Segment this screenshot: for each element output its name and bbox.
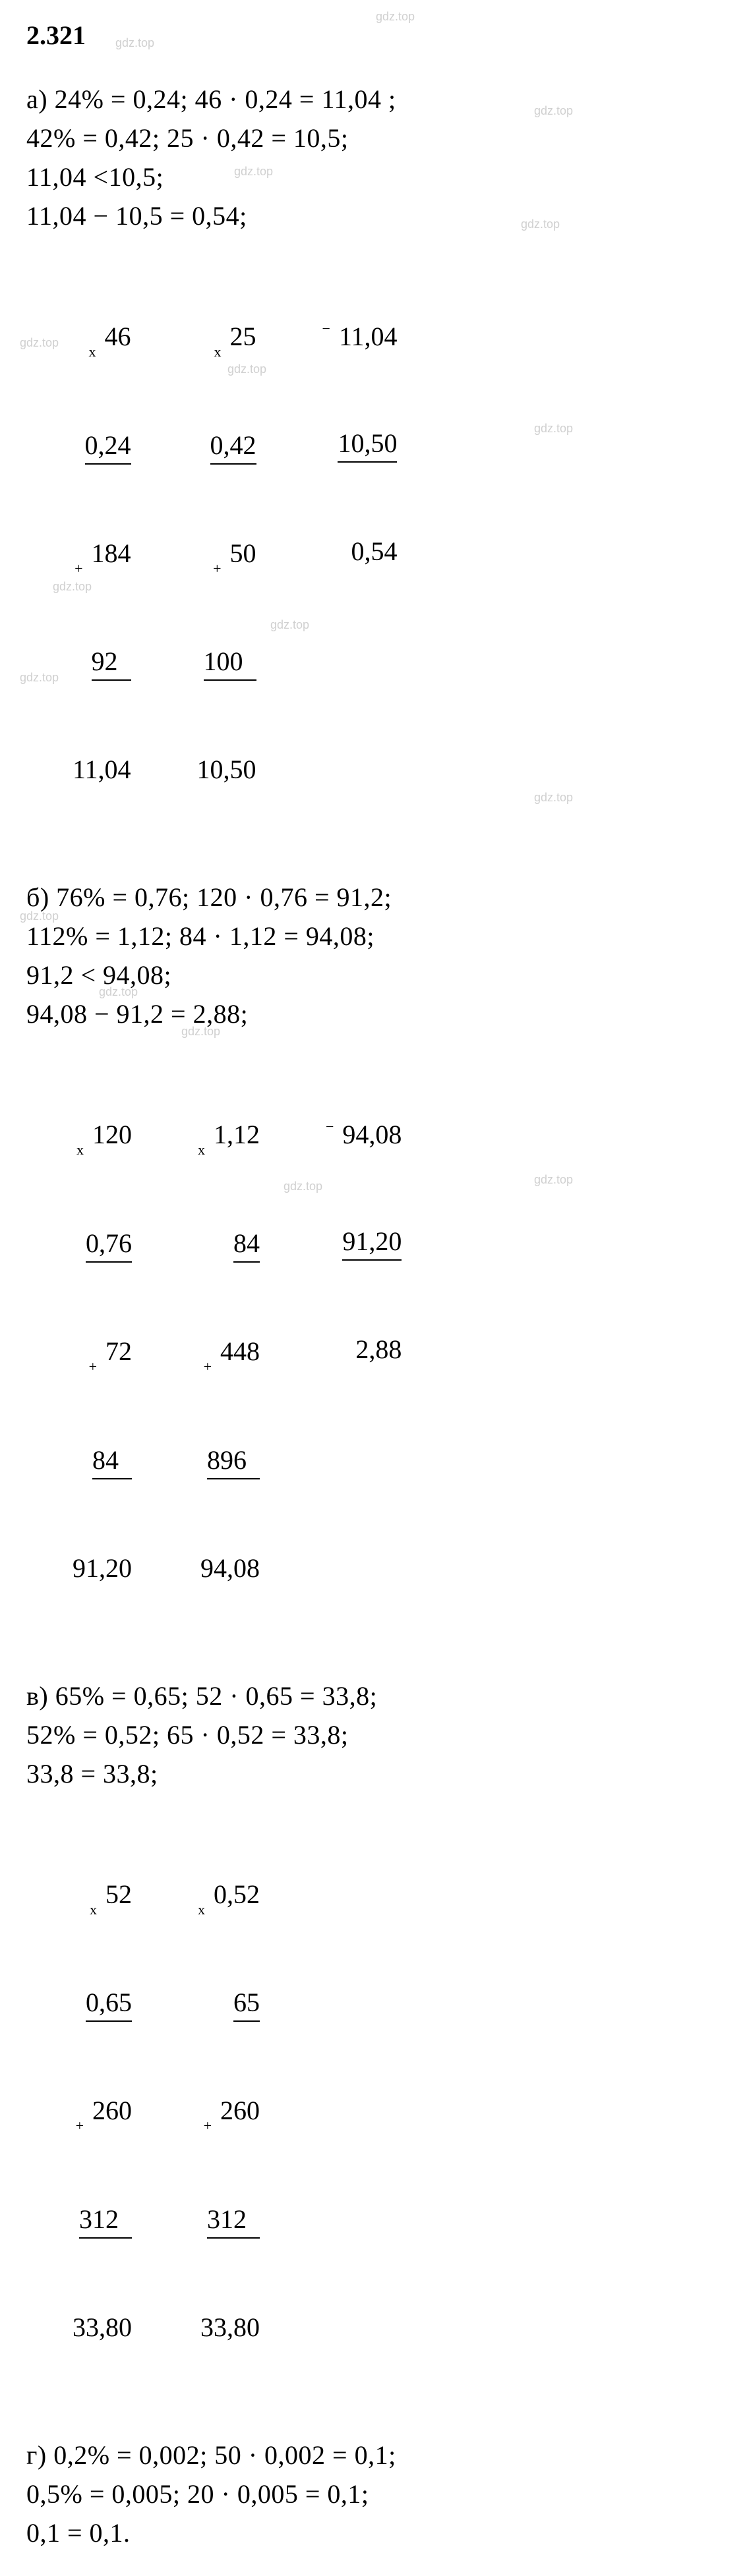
calc-val: 11,04	[339, 322, 398, 351]
calc-val: 0,52	[214, 1879, 260, 1909]
calc-val: 91,20	[342, 1224, 402, 1261]
calc-val: 10,50	[338, 426, 397, 463]
calc-val: 1,12	[214, 1120, 260, 1149]
calc-val: 260	[92, 2096, 132, 2125]
calc-val: 72	[105, 1336, 132, 1366]
calc-a-2: х 25 0,42 + 50 100 10,50	[197, 248, 256, 859]
calc-val: 312	[207, 2202, 260, 2239]
part-b-line-1: б) 76% = 0,76; 120 · 0,76 = 91,2;	[26, 882, 721, 913]
calc-val: 46	[105, 322, 131, 351]
part-b-calcs: х 120 0,76 + 72 84 91,20 х 1,12 84 + 448…	[73, 1046, 721, 1657]
part-a-line-2: 42% = 0,42; 25 · 0,42 = 10,5;	[26, 123, 721, 154]
part-b-line-2: 112% = 1,12; 84 · 1,12 = 94,08;	[26, 921, 721, 952]
calc-val: 33,80	[198, 2310, 260, 2345]
part-d-line-1: г) 0,2% = 0,002; 50 · 0,002 = 0,1;	[26, 2440, 721, 2471]
calc-val: 25	[230, 322, 256, 351]
calc-b-1: х 120 0,76 + 72 84 91,20	[73, 1046, 132, 1657]
calc-val: 312	[79, 2202, 132, 2239]
calc-val: 448	[220, 1336, 260, 1366]
part-a-line-3: 11,04 <10,5;	[26, 161, 721, 192]
part-a-calcs: х 46 0,24 + 184 92 11,04 х 25 0,42 + 50 …	[73, 248, 721, 859]
calc-val: 84	[92, 1443, 132, 1479]
calc-c-2: х 0,52 65 + 260 312 33,80	[198, 1806, 260, 2417]
calc-val: 94,08	[198, 1551, 260, 1586]
part-d-line-3: 0,1 = 0,1.	[26, 2517, 721, 2548]
calc-val: 0,42	[210, 428, 256, 465]
calc-val: 10,50	[197, 752, 256, 787]
calc-val: 260	[220, 2096, 260, 2125]
part-b-line-4: 94,08 − 91,2 = 2,88;	[26, 998, 721, 1029]
part-c-line-3: 33,8 = 33,8;	[26, 1758, 721, 1789]
calc-val: 84	[233, 1226, 260, 1263]
calc-val: 11,04	[73, 752, 131, 787]
calc-val: 896	[207, 1443, 260, 1479]
calc-val: 94,08	[342, 1120, 402, 1149]
calc-b-3: − 94,08 91,20 2,88	[326, 1046, 402, 1439]
part-a-line-1: а) 24% = 0,24; 46 · 0,24 = 11,04 ;	[26, 84, 721, 115]
calc-val: 0,65	[86, 1985, 132, 2022]
calc-a-3: − 11,04 10,50 0,54	[322, 248, 398, 641]
calc-val: 100	[204, 644, 256, 681]
calc-val: 0,76	[86, 1226, 132, 1263]
calc-val: 91,20	[73, 1551, 132, 1586]
part-c-line-1: в) 65% = 0,65; 52 · 0,65 = 33,8;	[26, 1680, 721, 1711]
calc-val: 65	[233, 1985, 260, 2022]
calc-val: 50	[230, 538, 256, 568]
calc-c-1: х 52 0,65 + 260 312 33,80	[73, 1806, 132, 2417]
part-d-line-2: 0,5% = 0,005; 20 · 0,005 = 0,1;	[26, 2478, 721, 2509]
part-b-line-3: 91,2 < 94,08;	[26, 959, 721, 990]
part-c-line-2: 52% = 0,52; 65 · 0,52 = 33,8;	[26, 1719, 721, 1750]
calc-a-1: х 46 0,24 + 184 92 11,04	[73, 248, 131, 859]
problem-number: 2.321	[26, 20, 721, 51]
part-a-line-4: 11,04 − 10,5 = 0,54;	[26, 200, 721, 231]
calc-val: 2,88	[326, 1332, 402, 1367]
content-root: 2.321 а) 24% = 0,24; 46 · 0,24 = 11,04 ;…	[26, 20, 721, 2548]
calc-val: 184	[92, 538, 131, 568]
calc-val: 120	[92, 1120, 132, 1149]
calc-val: 0,54	[322, 534, 398, 569]
calc-val: 92	[92, 644, 131, 681]
calc-val: 52	[105, 1879, 132, 1909]
part-c-calcs: х 52 0,65 + 260 312 33,80 х 0,52 65 + 26…	[73, 1806, 721, 2417]
calc-val: 0,24	[85, 428, 131, 465]
calc-val: 33,80	[73, 2310, 132, 2345]
calc-b-2: х 1,12 84 + 448 896 94,08	[198, 1046, 260, 1657]
